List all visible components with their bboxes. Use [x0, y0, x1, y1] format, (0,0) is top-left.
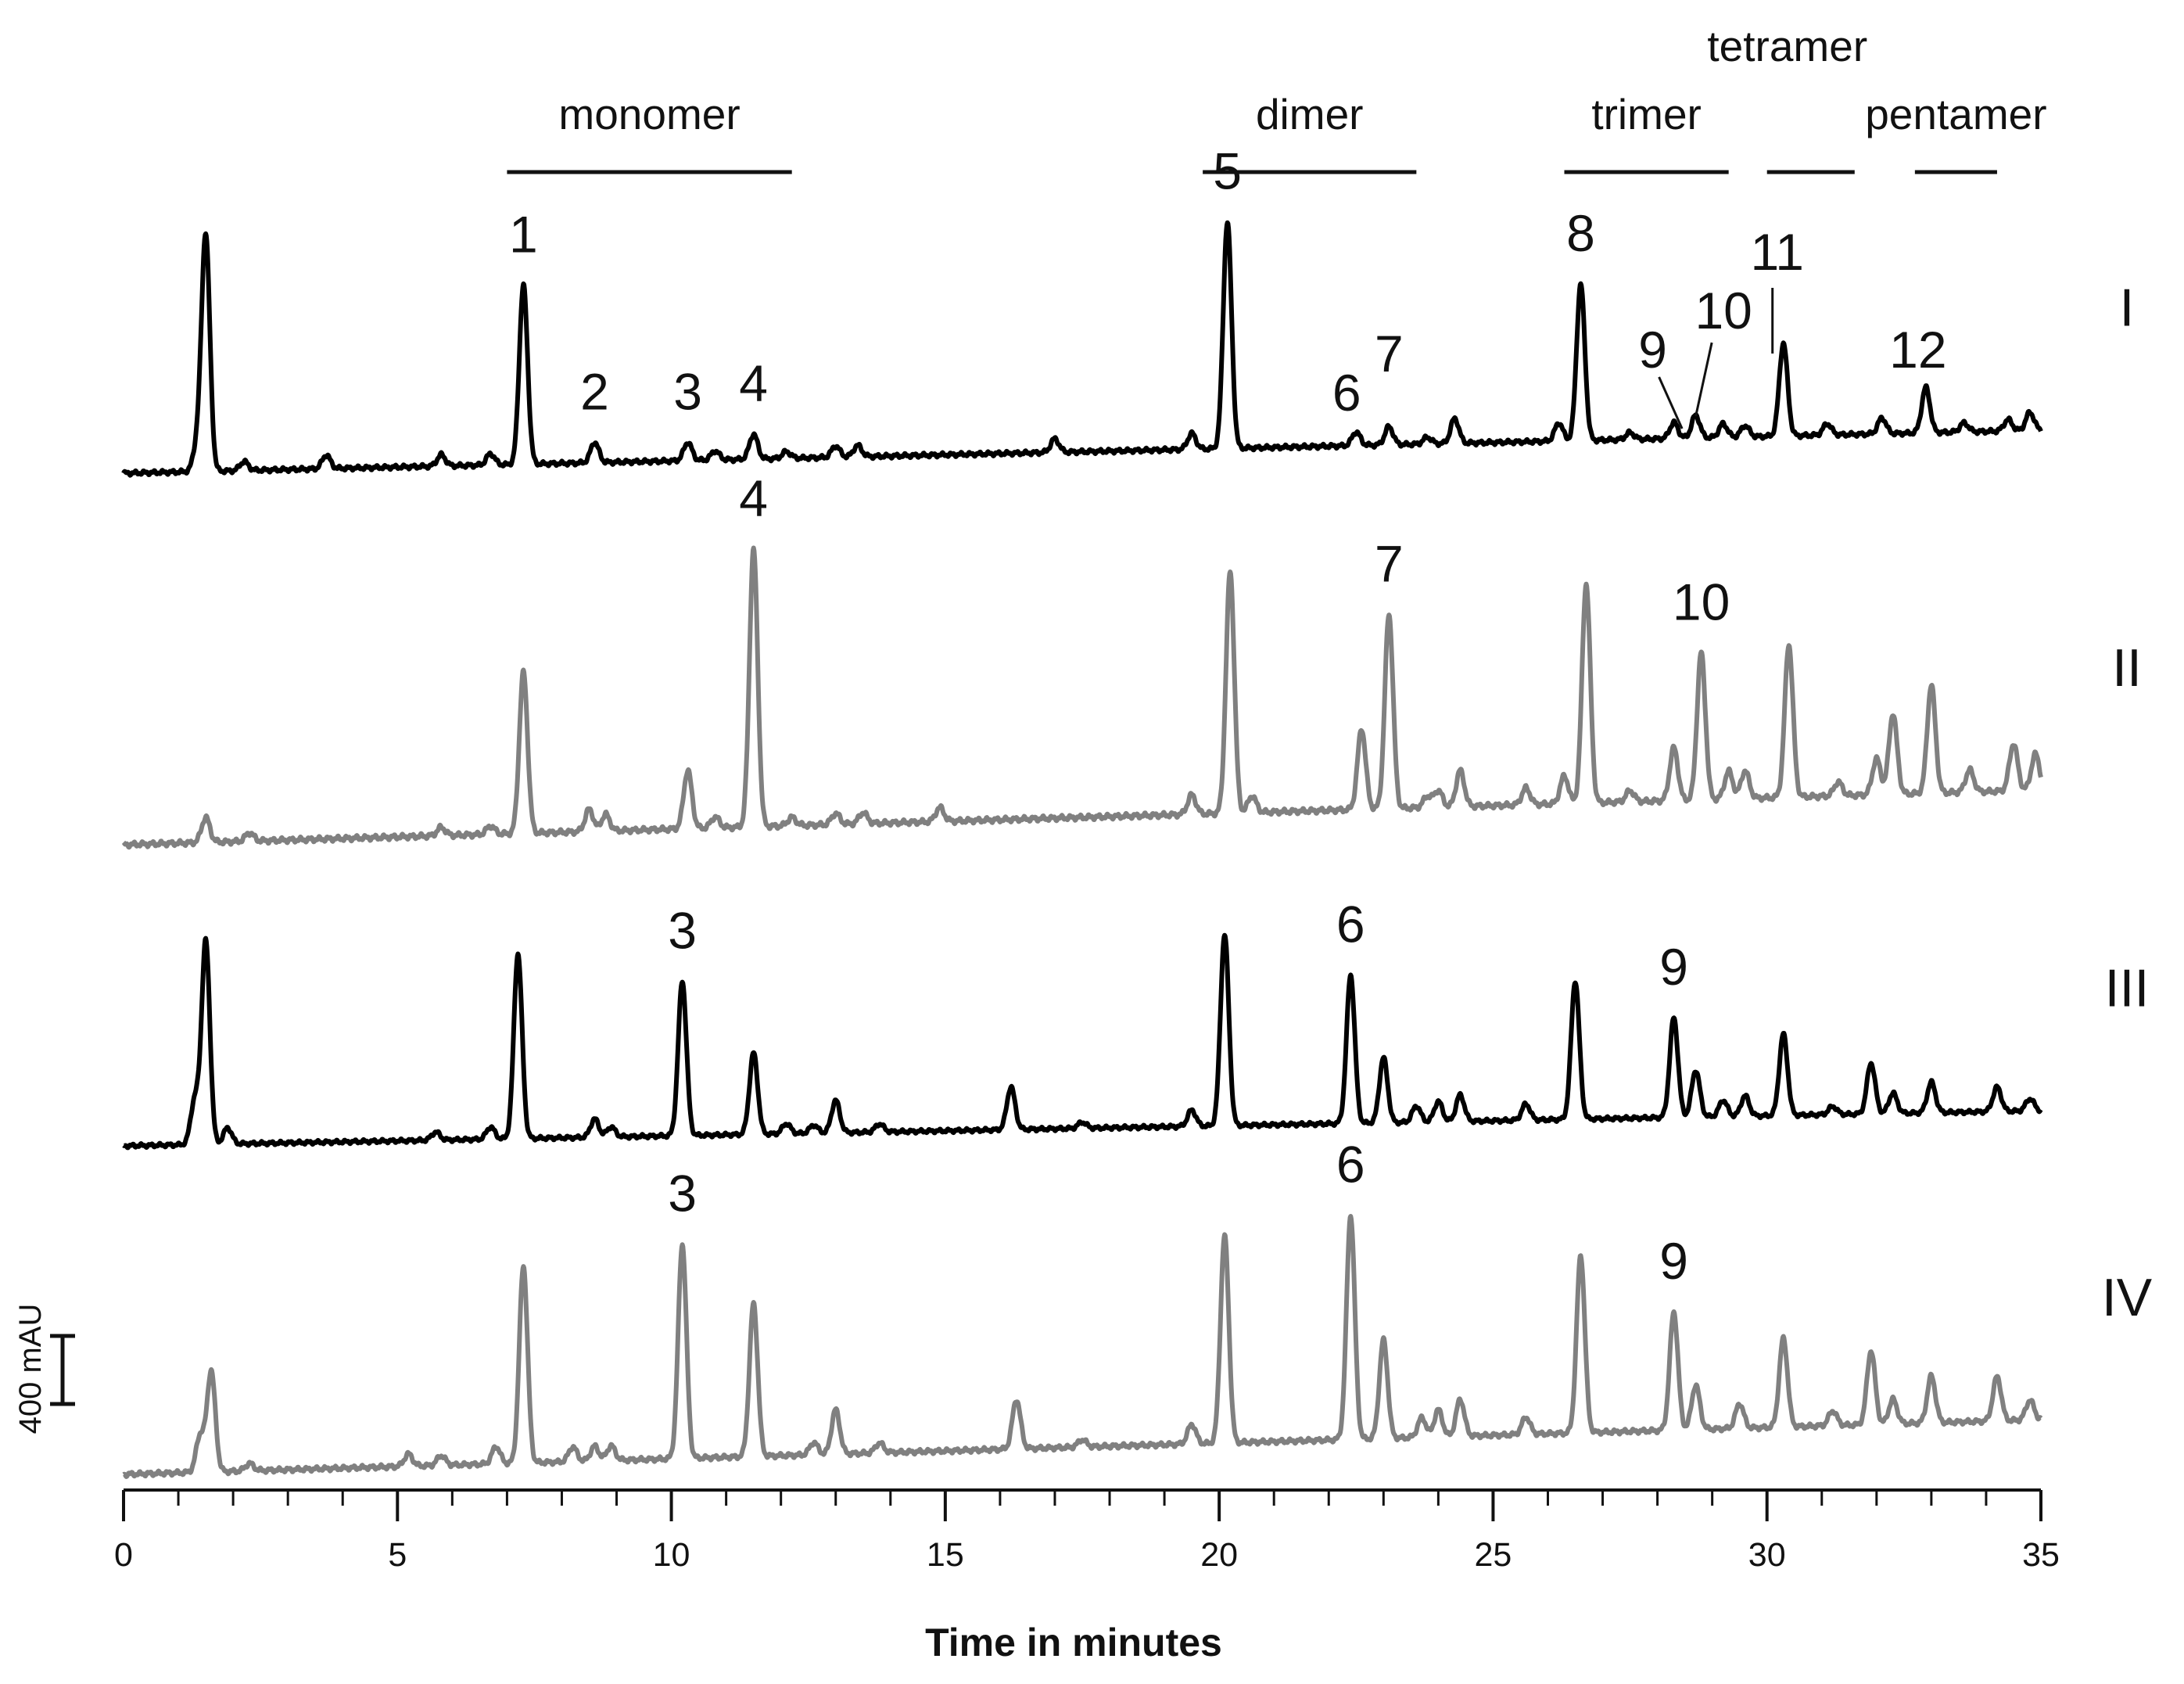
- trace-I: [121, 220, 2043, 478]
- scale-bar: 400 mAU: [13, 1304, 75, 1434]
- x-tick-label-25: 25: [1475, 1536, 1512, 1574]
- trace-label-III: III: [2105, 958, 2150, 1018]
- leader-line-10: [1694, 342, 1713, 417]
- peak-label-I-2: 2: [580, 362, 609, 420]
- trace-II: [121, 545, 2043, 850]
- peak-label-II-10: 10: [1673, 573, 1730, 630]
- x-tick-label-10: 10: [653, 1536, 690, 1574]
- peak-label-IV-3: 3: [668, 1165, 697, 1223]
- leader-line-9: [1658, 376, 1684, 429]
- trace-label-IV: IV: [2102, 1268, 2153, 1327]
- peak-label-I-9: 9: [1638, 321, 1667, 379]
- group-label-pentamer: pentamer: [1865, 90, 2046, 138]
- x-axis-title: Time in minutes: [925, 1621, 1222, 1664]
- peak-label-IV-9: 9: [1659, 1232, 1688, 1290]
- peak-label-I-8: 8: [1566, 204, 1595, 262]
- peak-label-II-4: 4: [739, 469, 768, 527]
- peak-label-I-3: 3: [673, 363, 702, 421]
- group-label-monomer: monomer: [558, 90, 740, 138]
- x-tick-label-15: 15: [927, 1536, 964, 1574]
- peak-label-III-3: 3: [668, 901, 697, 959]
- peak-label-III-6: 6: [1336, 895, 1365, 953]
- group-label-trimer: trimer: [1591, 90, 1702, 138]
- x-tick-label-20: 20: [1200, 1536, 1238, 1574]
- trace-label-II: II: [2112, 638, 2142, 698]
- trace-IV: [121, 1214, 2043, 1479]
- peak-label-I-12: 12: [1889, 321, 1946, 379]
- peak-label-I-1: 1: [509, 205, 538, 263]
- x-axis: 0 5 10 15 20 25 30 35: [114, 1488, 2060, 1574]
- trace-III: [121, 932, 2043, 1151]
- peak-label-I-6: 6: [1332, 364, 1361, 422]
- chromatogram-traces: [121, 220, 2043, 1479]
- peak-label-IV-6: 6: [1336, 1136, 1365, 1194]
- scale-bar-label: 400 mAU: [13, 1304, 48, 1434]
- peak-label-I-5: 5: [1213, 142, 1242, 199]
- peak-label-II-7: 7: [1375, 534, 1404, 592]
- x-tick-label-0: 0: [114, 1536, 133, 1574]
- peak-label-I-10: 10: [1694, 282, 1752, 339]
- peak-label-III-9: 9: [1659, 938, 1688, 996]
- peak-label-I-4: 4: [739, 354, 768, 412]
- group-label-dimer: dimer: [1256, 90, 1364, 138]
- peak-label-I-11: 11: [1750, 223, 1804, 281]
- trace-label-I: I: [2120, 278, 2135, 338]
- x-tick-label-5: 5: [388, 1536, 407, 1574]
- group-label-tetramer: tetramer: [1707, 22, 1867, 70]
- peak-label-I-7: 7: [1375, 325, 1404, 382]
- x-tick-label-35: 35: [2022, 1536, 2060, 1574]
- x-tick-label-30: 30: [1748, 1536, 1786, 1574]
